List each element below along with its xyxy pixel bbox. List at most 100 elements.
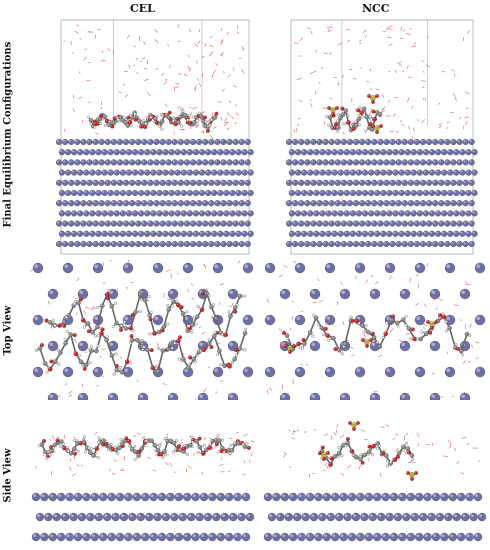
metal-atom <box>68 138 75 146</box>
metal-atom <box>162 210 169 217</box>
water-molecule <box>108 343 111 347</box>
water-molecule <box>224 122 228 126</box>
carbon-atom <box>216 438 222 443</box>
metal-atom <box>217 230 224 237</box>
hydrogen-atom <box>230 360 234 364</box>
metal-atom <box>337 189 344 197</box>
metal-atom <box>92 179 99 186</box>
metal-atom <box>368 149 375 156</box>
metal-atom <box>474 262 486 274</box>
oxygen-atom <box>148 317 153 322</box>
water-molecule <box>226 31 229 35</box>
metal-atom <box>305 532 315 542</box>
metal-atom <box>371 200 378 207</box>
oxygen-atom <box>391 314 395 319</box>
metal-atom <box>410 512 419 522</box>
water-molecule <box>416 433 420 438</box>
metal-atom <box>182 262 194 274</box>
hydrogen-atom <box>94 334 97 338</box>
oxygen-atom <box>346 120 351 125</box>
carbon-atom <box>395 320 400 326</box>
water-molecule <box>360 429 366 432</box>
water-molecule <box>227 74 231 78</box>
metal-atom <box>322 532 331 542</box>
metal-atom <box>177 159 184 166</box>
water-molecule <box>438 298 443 302</box>
hydrogen-atom <box>171 450 175 454</box>
metal-atom <box>156 149 163 156</box>
metal-atom <box>58 189 65 197</box>
hydrogen-atom <box>404 315 408 318</box>
metal-atom <box>426 179 433 186</box>
panel-cel-side <box>30 405 255 545</box>
bond <box>69 334 77 354</box>
hydrogen-atom <box>67 449 70 453</box>
metal-atom <box>136 512 145 522</box>
water-molecule <box>204 263 207 269</box>
metal-atom <box>355 169 362 176</box>
water-molecule <box>323 52 329 55</box>
metal-atom <box>196 220 203 227</box>
metal-atom <box>316 220 323 227</box>
metal-atom <box>159 138 166 146</box>
metal-atom <box>74 240 81 248</box>
bond <box>177 340 185 360</box>
water-molecule <box>338 42 343 46</box>
metal-atom <box>71 210 78 217</box>
carbon-atom <box>129 447 135 452</box>
metal-atom <box>293 512 302 522</box>
cel-top-render <box>30 260 254 400</box>
metal-atom <box>177 220 184 227</box>
metal-atom <box>132 492 141 502</box>
metal-atom <box>165 200 172 207</box>
metal-atom <box>95 189 102 197</box>
metal-atom <box>404 210 411 217</box>
metal-atom <box>280 492 289 502</box>
metal-atom <box>456 220 463 227</box>
water-molecule <box>392 438 396 440</box>
metal-atom <box>135 240 142 248</box>
metal-atom <box>186 189 193 197</box>
metal-atom <box>471 230 478 237</box>
water-molecule <box>279 274 283 278</box>
metal-atom <box>285 200 293 207</box>
metal-atom <box>456 159 463 166</box>
metal-atom <box>74 220 81 227</box>
metal-atom <box>294 189 302 197</box>
metal-atom <box>310 159 317 166</box>
metal-atom <box>369 288 381 300</box>
metal-atom <box>413 220 420 227</box>
carbon-atom <box>217 348 222 354</box>
metal-atom <box>406 532 415 542</box>
metal-atom <box>177 179 184 186</box>
metal-atom <box>77 340 89 352</box>
water-molecule <box>196 60 198 64</box>
water-molecule <box>382 94 384 98</box>
metal-atom <box>444 179 451 186</box>
oxygen-atom <box>371 124 375 128</box>
water-molecule <box>212 126 217 129</box>
metal-atom <box>242 314 254 326</box>
hydrogen-atom <box>77 354 81 357</box>
hydrogen-atom <box>337 446 341 450</box>
metal-atom <box>242 262 254 274</box>
metal-atom <box>276 512 285 522</box>
metal-atom <box>450 179 457 186</box>
metal-atom <box>422 149 429 156</box>
water-molecule <box>266 389 269 395</box>
carbon-atom <box>313 315 319 321</box>
metal-atom <box>165 220 172 227</box>
carbon-atom <box>52 442 58 448</box>
bond <box>39 348 46 364</box>
metal-atom <box>107 532 116 542</box>
water-molecule <box>195 125 198 128</box>
water-molecule <box>217 342 221 345</box>
metal-atom <box>129 220 136 227</box>
metal-atom <box>468 200 475 207</box>
carbon-atom <box>369 127 375 132</box>
metal-atom <box>71 230 78 237</box>
water-molecule <box>449 444 452 449</box>
hydrogen-atom <box>90 345 93 349</box>
water-molecule <box>371 275 374 278</box>
metal-atom <box>150 210 157 217</box>
